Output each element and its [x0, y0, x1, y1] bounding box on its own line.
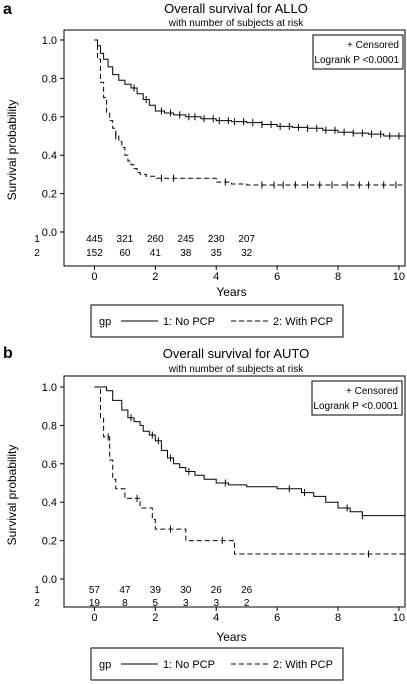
x-tick-label: 0: [91, 271, 97, 283]
panel-letter: b: [3, 345, 13, 362]
at-risk-value: 39: [150, 585, 162, 596]
at-risk-value: 32: [241, 248, 253, 259]
chart-subtitle: with number of subjects at risk: [168, 18, 304, 29]
chart-title: Overall survival for AUTO: [163, 346, 309, 361]
y-tick-label: 0.8: [42, 420, 57, 432]
plot-frame: [63, 29, 406, 267]
at-risk-value: 152: [86, 248, 103, 259]
at-risk-value: 47: [119, 585, 131, 596]
y-axis-label: Survival probability: [5, 445, 19, 546]
y-tick-label: 0.6: [42, 112, 57, 124]
x-tick-label: 10: [393, 612, 405, 624]
at-risk-row-label: 2: [34, 248, 40, 259]
at-risk-value: 60: [119, 248, 131, 259]
y-tick-label: 0.6: [42, 459, 57, 471]
at-risk-value: 260: [147, 234, 164, 245]
legend-entry-1: 1: No PCP: [163, 659, 215, 671]
x-tick-label: 8: [335, 271, 341, 283]
at-risk-value: 57: [89, 585, 101, 596]
plot-frame: [63, 375, 406, 608]
at-risk-row-label: 1: [34, 585, 40, 596]
at-risk-value: 5: [153, 598, 159, 609]
at-risk-value: 230: [208, 234, 225, 245]
chart-subtitle: with number of subjects at risk: [168, 364, 304, 375]
y-tick-label: 1.0: [42, 382, 57, 394]
x-tick-label: 4: [213, 271, 219, 283]
legend-entry-2: 2: With PCP: [273, 659, 333, 671]
censored-note: + Censored: [346, 386, 398, 397]
y-tick-label: 0.4: [42, 497, 57, 509]
at-risk-value: 38: [180, 248, 192, 259]
logrank-note: Logrank P <0.0001: [313, 401, 398, 412]
x-tick-label: 4: [213, 612, 219, 624]
x-axis-label: Years: [216, 285, 246, 299]
at-risk-value: 321: [117, 234, 134, 245]
at-risk-value: 41: [150, 248, 162, 259]
x-tick-label: 2: [152, 271, 158, 283]
panel-letter: a: [3, 1, 12, 18]
chart-panel-b: b Overall survival for AUTO with number of…: [3, 345, 406, 681]
at-risk-value: 2: [244, 598, 250, 609]
y-tick-label: 0.0: [42, 574, 57, 586]
censored-note: + Censored: [347, 40, 399, 51]
survival-curve-1: [94, 386, 405, 517]
at-risk-value: 26: [241, 585, 253, 596]
at-risk-value: 30: [180, 585, 192, 596]
at-risk-value: 445: [86, 234, 103, 245]
x-tick-label: 8: [335, 612, 341, 624]
x-tick-label: 6: [274, 612, 280, 624]
at-risk-value: 3: [213, 598, 219, 609]
x-tick-label: 10: [393, 271, 405, 283]
survival-curve-2: [94, 386, 405, 555]
annotation-box: [312, 34, 404, 70]
at-risk-value: 26: [211, 585, 223, 596]
x-tick-label: 0: [91, 612, 97, 624]
y-tick-label: 0.2: [42, 189, 57, 201]
chart-title: Overall survival for ALLO: [164, 1, 308, 16]
at-risk-value: 207: [238, 234, 255, 245]
legend-prefix: gp: [99, 316, 111, 328]
at-risk-row-label: 2: [34, 598, 40, 609]
chart-panel-a: a Overall survival for ALLO with number of…: [3, 1, 406, 338]
legend-prefix: gp: [99, 659, 111, 671]
x-tick-label: 6: [274, 271, 280, 283]
y-axis-label: Survival probability: [5, 100, 19, 201]
at-risk-value: 8: [122, 598, 128, 609]
x-axis-label: Years: [216, 630, 246, 644]
y-tick-label: 0.4: [42, 150, 57, 162]
logrank-note: Logrank P <0.0001: [314, 55, 399, 66]
at-risk-value: 245: [177, 234, 194, 245]
legend-entry-2: 2: With PCP: [273, 316, 333, 328]
survival-curve-1: [94, 39, 406, 138]
y-tick-label: 0.2: [42, 536, 57, 548]
x-tick-label: 2: [152, 612, 158, 624]
annotation-box: [311, 380, 403, 416]
legend-entry-1: 1: No PCP: [163, 316, 215, 328]
at-risk-row-label: 1: [34, 234, 40, 245]
at-risk-value: 35: [211, 248, 223, 259]
at-risk-value: 19: [89, 598, 101, 609]
y-tick-label: 0.8: [42, 73, 57, 85]
survival-curve-2: [94, 39, 405, 186]
y-tick-label: 0.0: [42, 227, 57, 239]
y-tick-label: 1.0: [42, 35, 57, 47]
at-risk-value: 3: [183, 598, 189, 609]
